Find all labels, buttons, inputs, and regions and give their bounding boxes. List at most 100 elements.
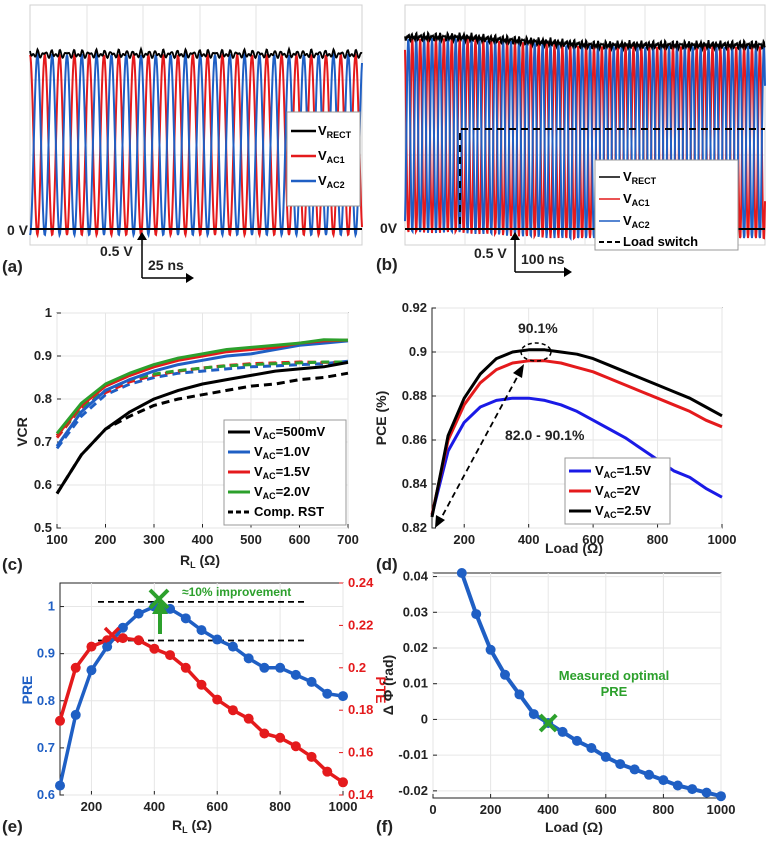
data-point <box>70 662 81 673</box>
panel-a-zero-label: 0 V <box>7 222 29 238</box>
panel-a-vscale-arrow <box>137 232 147 240</box>
panel-e-optimum-cross <box>148 588 170 610</box>
panel-a-vscale-label: 0.5 V <box>100 243 133 259</box>
legend-text: V <box>254 464 263 479</box>
series-line <box>430 396 723 516</box>
legend-suffix: =2.0V <box>276 484 311 499</box>
x-tick-label: 200 <box>453 532 475 547</box>
panel-c-xlabel: RL (Ω) <box>180 552 220 570</box>
panel-c-series <box>55 338 349 495</box>
x-tick-label: 500 <box>240 532 262 547</box>
panel-d-series <box>430 348 723 518</box>
y-right-tick-label: 0.24 <box>348 575 374 590</box>
y-right-tick-label: 0.22 <box>348 617 373 632</box>
data-point <box>644 769 654 780</box>
legend-suffix: =1.5V <box>617 463 652 478</box>
data-point <box>212 634 223 645</box>
panel-f-label: (f) <box>376 817 393 836</box>
x-tick-label: 200 <box>95 532 117 547</box>
y-tick-label: 0.88 <box>402 388 427 403</box>
panel-d-peak-marker <box>520 342 552 362</box>
y-tick-label: 0.6 <box>37 787 55 802</box>
y-tick-label: 0.01 <box>403 676 428 691</box>
legend-suffix: =1.5V <box>276 464 311 479</box>
x-tick-label: 600 <box>582 532 604 547</box>
data-point <box>672 780 683 791</box>
data-point <box>259 728 270 739</box>
data-point <box>243 653 254 664</box>
data-point <box>180 662 191 673</box>
panel-a-legend: VRECT VAC1 VAC2 <box>286 111 361 207</box>
legend-text: V <box>254 444 263 459</box>
y-tick-label: 0.02 <box>403 640 428 655</box>
y-tick-label: 0.84 <box>402 476 428 491</box>
data-point <box>338 777 348 788</box>
x-tick-label: 400 <box>143 799 165 814</box>
x-tick-label: 1000 <box>708 532 737 547</box>
y-tick-label: 0.9 <box>34 348 52 363</box>
panel-f-ylabel: Δ Φ (rad) <box>380 655 396 715</box>
legend-entry: VRECT <box>318 123 352 140</box>
y-tick-label: 0.82 <box>402 520 427 535</box>
panel-e-improvement-label: ≈10% improvement <box>182 585 291 599</box>
x-tick-label: 600 <box>206 799 228 814</box>
legend-sub: AC <box>263 431 276 441</box>
data-point <box>243 713 254 724</box>
data-point <box>102 641 113 652</box>
panel-d-xlabel: Load (Ω) <box>545 540 603 556</box>
data-point <box>227 641 238 652</box>
data-point <box>456 568 467 578</box>
panel-f-series <box>456 568 726 802</box>
panel-a-tscale-arrow <box>186 273 194 283</box>
legend-entry: VRECT <box>623 169 657 186</box>
vrect-trace <box>404 30 766 53</box>
data-point <box>275 732 286 743</box>
series-line <box>55 338 349 435</box>
data-point <box>70 709 81 720</box>
data-point <box>338 691 348 702</box>
data-point <box>290 669 301 680</box>
legend-text: Comp. RST <box>254 504 324 519</box>
panel-b-legend-box <box>594 159 739 251</box>
panel-b: 0V 0.5 V 100 ns (b) VRECT VAC1 VAC2 Load… <box>376 4 766 277</box>
panel-f-annotation-line1: Measured optimal <box>559 668 670 683</box>
series-line <box>55 339 349 448</box>
data-point <box>615 759 626 770</box>
data-point <box>117 622 128 633</box>
legend-entry: VAC=500mV <box>254 424 326 441</box>
data-point <box>212 694 223 705</box>
panel-a-tscale-label: 25 ns <box>148 257 184 273</box>
x-tick-label: 800 <box>653 802 675 817</box>
panel-d-range-arrowhead-top <box>513 364 524 378</box>
y-tick-label: 1 <box>48 599 55 614</box>
x-tick-label: 200 <box>480 802 502 817</box>
y-tick-label: -0.02 <box>398 783 428 798</box>
y-tick-label: 0.9 <box>409 344 427 359</box>
panel-d-range-arrowhead-bottom <box>435 515 445 528</box>
data-point <box>196 679 207 690</box>
x-tick-label: 400 <box>537 802 559 817</box>
y-right-tick-label: 0.18 <box>348 702 373 717</box>
data-point <box>306 751 317 762</box>
data-point <box>629 764 640 775</box>
x-tick-label: 300 <box>143 532 165 547</box>
y-right-tick-label: 0.2 <box>348 660 366 675</box>
legend-entry: VAC1 <box>623 191 650 208</box>
data-point <box>165 650 176 661</box>
panel-b-vscale-arrow <box>510 232 520 240</box>
series-line <box>430 348 723 518</box>
y-tick-label: 0 <box>421 711 428 726</box>
x-tick-label: 600 <box>595 802 617 817</box>
legend-text: V <box>595 483 604 498</box>
panel-f-xlabel: Load (Ω) <box>545 819 603 835</box>
series-line <box>430 359 723 516</box>
legend-sub: AC <box>263 491 276 501</box>
panel-f: 0 200 400 600 800 1000 -0.02 -0.01 0 0.01 0.02 0.03… <box>376 568 735 836</box>
legend-sub: AC <box>604 510 617 520</box>
panel-f-axes: 0 200 400 600 800 1000 -0.02 -0.01 0 0.01 0.02 0.03… <box>398 569 735 817</box>
data-point <box>180 613 191 624</box>
panel-d-label: (d) <box>376 555 398 574</box>
panel-d-range-label: 82.0 - 90.1% <box>505 427 585 443</box>
data-point <box>500 669 510 680</box>
y-tick-label: 0.86 <box>402 432 427 447</box>
